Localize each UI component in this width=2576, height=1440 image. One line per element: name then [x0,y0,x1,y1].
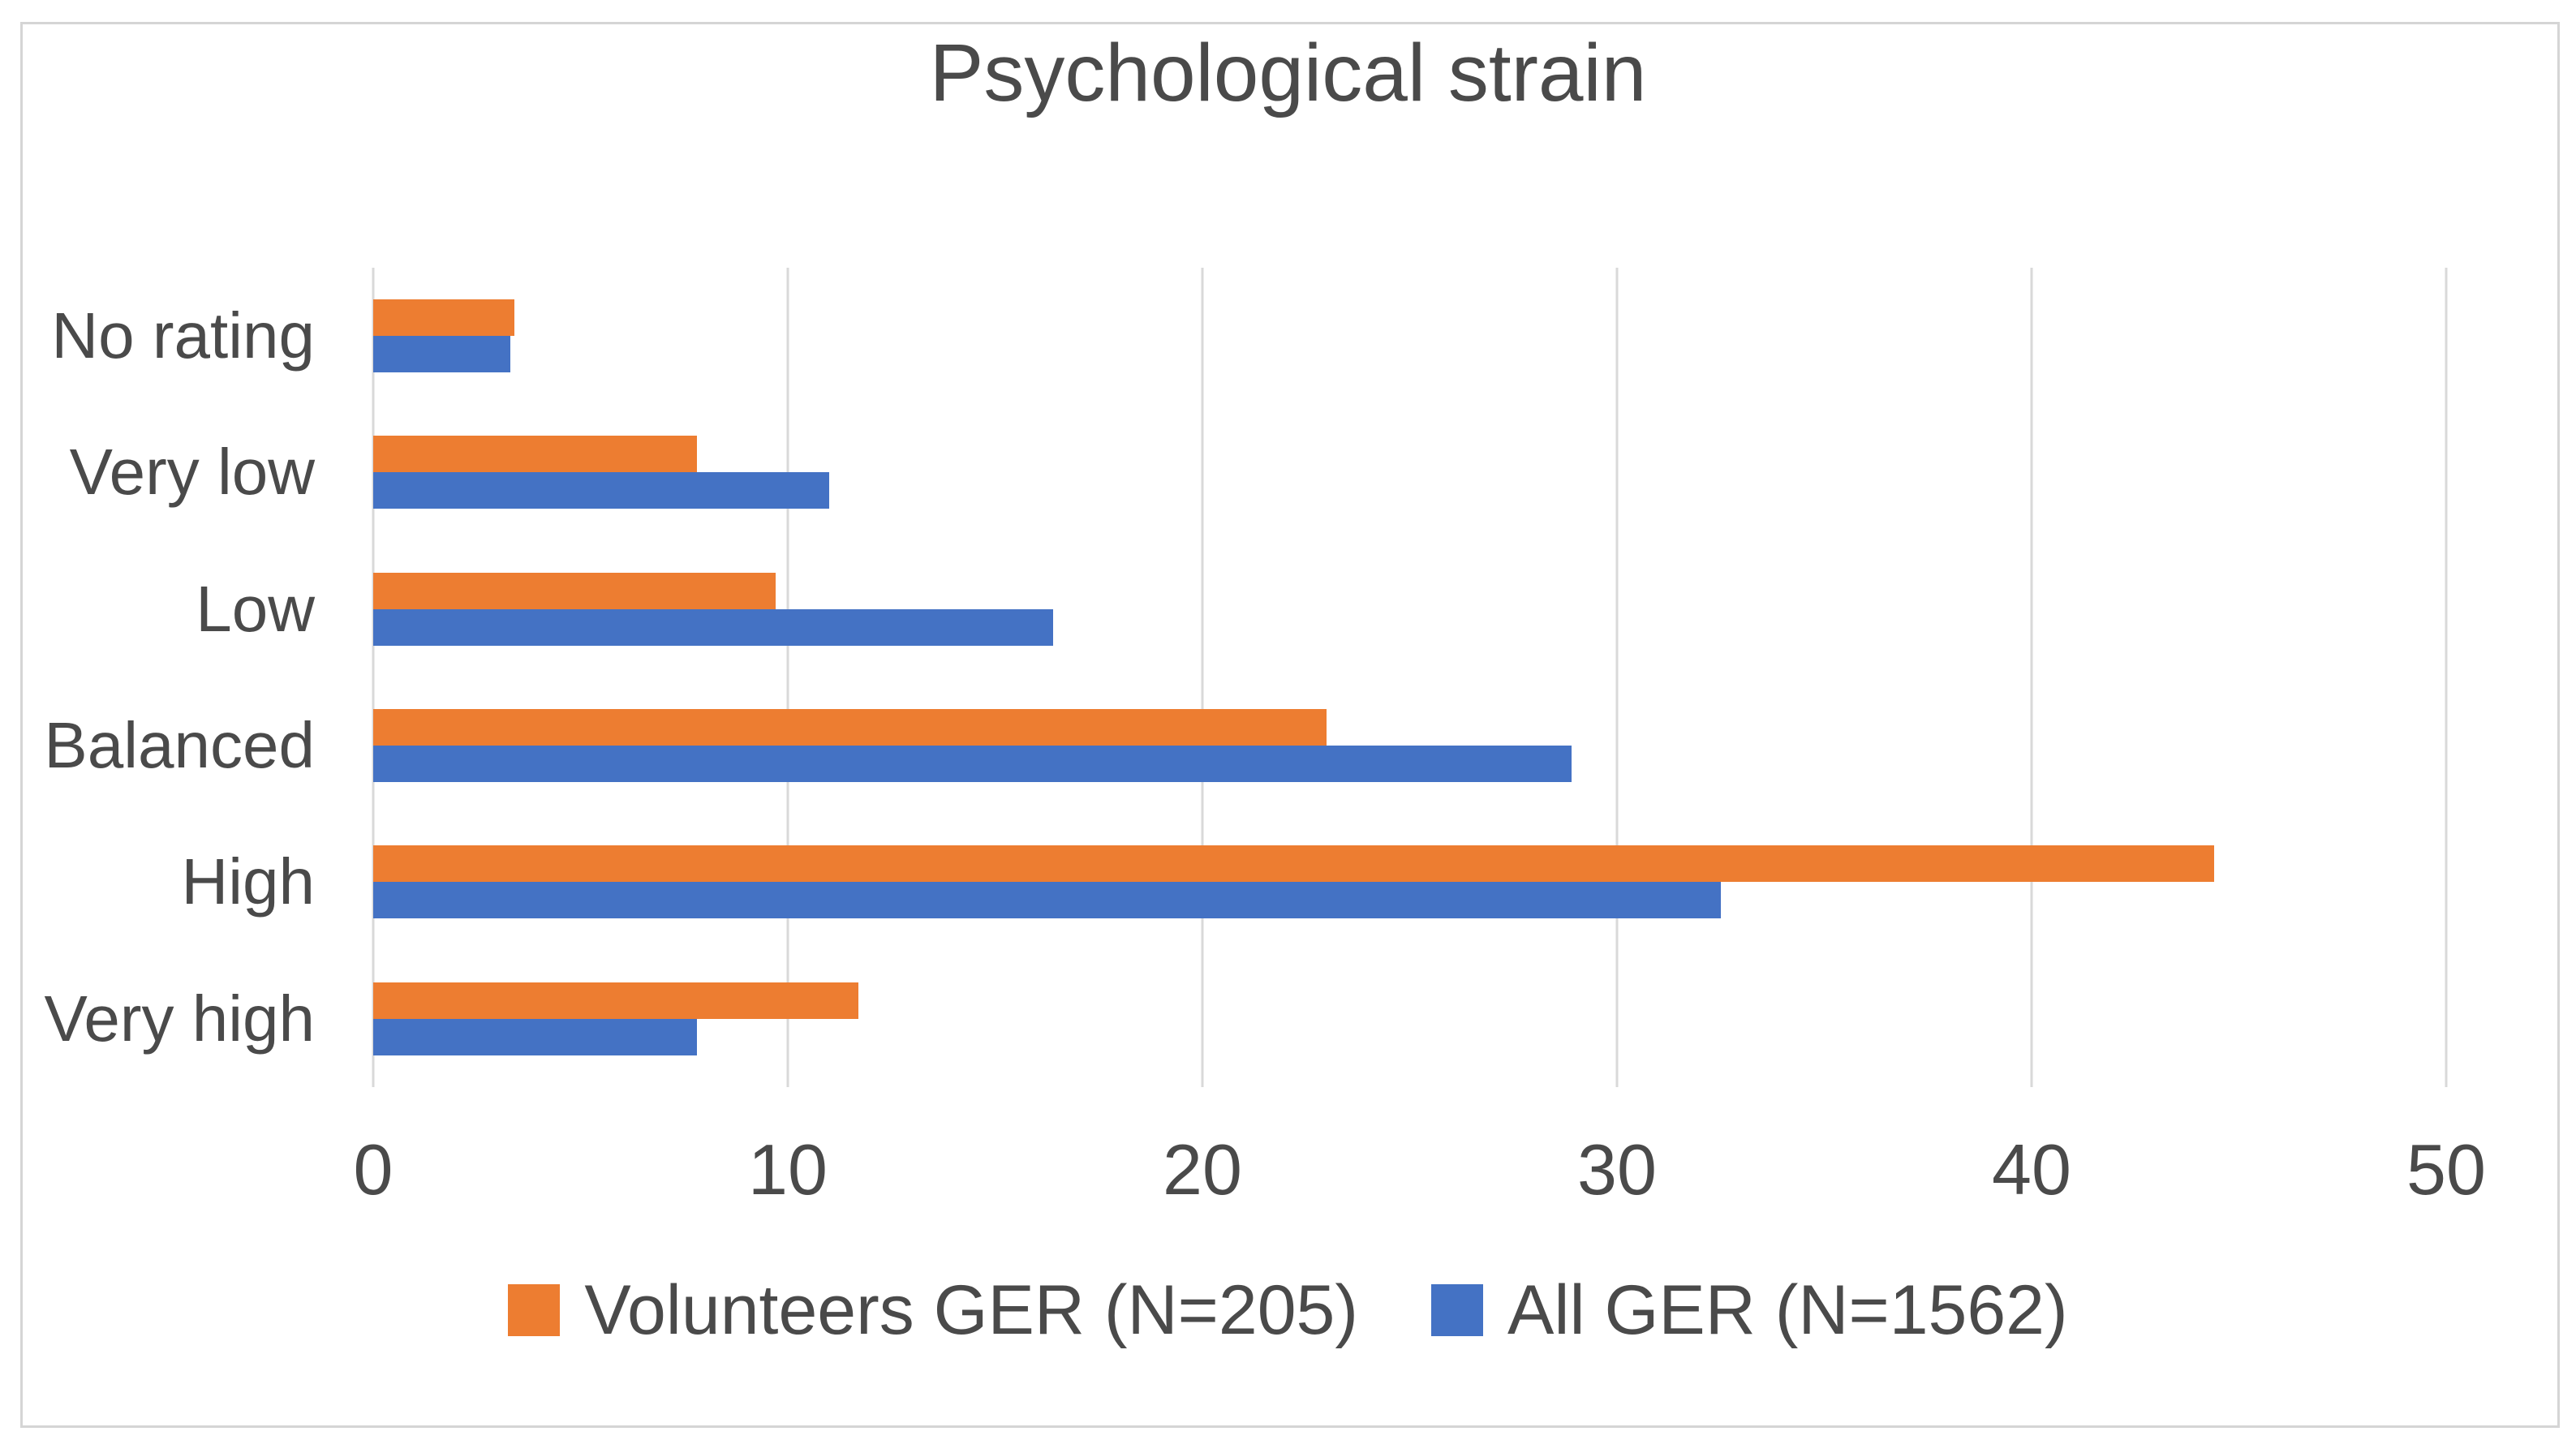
bar-all-ger-n-1562-high [373,882,1721,919]
x-tick-label-10: 10 [748,1129,828,1210]
gridline-10 [786,268,789,1087]
legend-label-all-ger: All GER (N=1562) [1507,1270,2068,1349]
gridline-40 [2030,268,2033,1087]
x-axis: 0 10 20 30 40 50 [354,1090,2486,1227]
bars-group [373,268,2446,1087]
legend-swatch-volunteers-ger [508,1284,561,1336]
category-row-balanced [373,677,2446,814]
category-axis: No rating Very low Low Balanced High Very hig… [0,268,325,1087]
bar-all-ger-n-1562-no-rating [373,336,510,373]
bar-volunteers-ger-n-205-no-rating [373,299,514,337]
legend-item-all-ger: All GER (N=1562) [1431,1270,2068,1351]
x-tick-label-40: 40 [1992,1129,2071,1210]
bar-all-ger-n-1562-very-low [373,472,830,509]
gridline-50 [2445,268,2448,1087]
category-label-high: High [181,845,315,918]
plot-area [372,268,2448,1087]
x-tick-label-0: 0 [353,1129,393,1210]
category-row-very-high [373,951,2446,1087]
category-row-high [373,814,2446,950]
gridline-30 [1615,268,1619,1087]
legend-item-volunteers-ger: Volunteers GER (N=205) [508,1270,1358,1351]
category-label-very-low: Very low [69,436,315,509]
category-label-very-high: Very high [44,982,315,1055]
legend-swatch-all-ger [1431,1284,1483,1336]
chart-title: Psychological strain [929,28,1647,118]
category-label-no-rating: No rating [51,299,315,372]
x-tick-label-20: 20 [1163,1129,1242,1210]
category-row-no-rating [373,268,2446,404]
bar-volunteers-ger-n-205-low [373,572,776,609]
category-row-low [373,541,2446,677]
bar-all-ger-n-1562-very-high [373,1018,697,1055]
gridline-20 [1201,268,1204,1087]
x-tick-label-50: 50 [2406,1129,2486,1210]
legend: Volunteers GER (N=205) All GER (N=1562) [0,1270,2576,1351]
bar-volunteers-ger-n-205-high [373,845,2214,883]
legend-label-volunteers-ger: Volunteers GER (N=205) [584,1270,1358,1349]
bar-all-ger-n-1562-balanced [373,746,1572,783]
x-tick-label-30: 30 [1577,1129,1657,1210]
category-label-low: Low [196,572,315,645]
bar-volunteers-ger-n-205-very-low [373,436,697,473]
bar-all-ger-n-1562-low [373,608,1054,646]
bar-volunteers-ger-n-205-balanced [373,709,1327,746]
category-row-very-low [373,404,2446,540]
category-label-balanced: Balanced [44,709,315,782]
bar-volunteers-ger-n-205-very-high [373,982,858,1019]
gridline-0 [372,268,375,1087]
